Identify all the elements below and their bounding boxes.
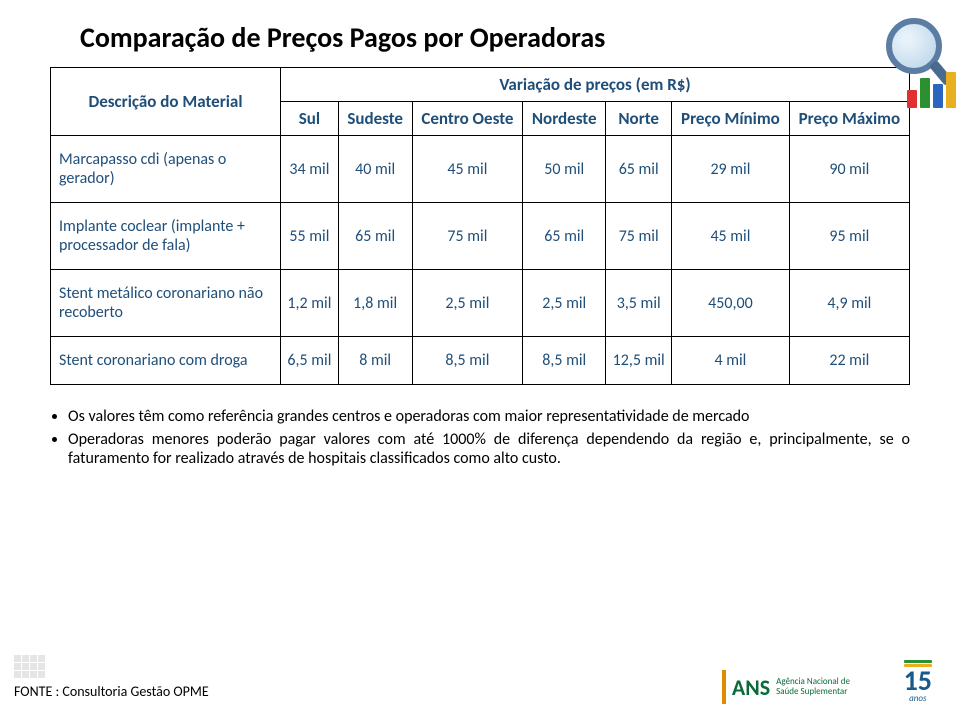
table-row: Stent metálico coronariano não recoberto… [51, 270, 910, 337]
row-description: Stent coronariano com droga [51, 337, 281, 385]
price-cell: 34 mil [281, 136, 339, 203]
price-cell: 8 mil [338, 337, 412, 385]
table-row: Implante coclear (implante + processador… [51, 203, 910, 270]
table-row: Marcapasso cdi (apenas o gerador)34 mil4… [51, 136, 910, 203]
region-header: Nordeste [523, 102, 606, 136]
price-cell: 65 mil [338, 203, 412, 270]
price-cell: 29 mil [672, 136, 789, 203]
price-cell: 12,5 mil [606, 337, 672, 385]
price-cell: 55 mil [281, 203, 339, 270]
price-table: Descrição do Material Variação de preços… [50, 67, 910, 385]
price-cell: 22 mil [789, 337, 909, 385]
price-cell: 75 mil [606, 203, 672, 270]
note-item: Os valores têm como referência grandes c… [68, 407, 910, 426]
decor-bar-chart [907, 72, 956, 108]
table-row: Stent coronariano com droga6,5 mil8 mil8… [51, 337, 910, 385]
row-description: Stent metálico coronariano não recoberto [51, 270, 281, 337]
price-cell: 1,2 mil [281, 270, 339, 337]
row-description: Implante coclear (implante + processador… [51, 203, 281, 270]
price-cell: 6,5 mil [281, 337, 339, 385]
price-cell: 75 mil [412, 203, 523, 270]
price-cell: 90 mil [789, 136, 909, 203]
col-header-variation: Variação de preços (em R$) [281, 68, 910, 102]
price-cell: 40 mil [338, 136, 412, 203]
price-cell: 3,5 mil [606, 270, 672, 337]
row-description: Marcapasso cdi (apenas o gerador) [51, 136, 281, 203]
fifteen-years-logo: 15 anos [904, 660, 932, 704]
col-header-description: Descrição do Material [51, 68, 281, 136]
price-cell: 2,5 mil [412, 270, 523, 337]
ans-logo-brand: ANS [732, 674, 770, 701]
price-cell: 65 mil [606, 136, 672, 203]
corner-illustration [830, 0, 960, 120]
price-cell: 45 mil [412, 136, 523, 203]
price-cell: 8,5 mil [523, 337, 606, 385]
price-cell: 8,5 mil [412, 337, 523, 385]
region-header: Preço Mínimo [672, 102, 789, 136]
note-item: Operadoras menores poderão pagar valores… [68, 430, 910, 468]
fifteen-years-number: 15 [904, 668, 932, 693]
price-cell: 2,5 mil [523, 270, 606, 337]
region-header: Centro Oeste [412, 102, 523, 136]
price-cell: 95 mil [789, 203, 909, 270]
price-cell: 45 mil [672, 203, 789, 270]
slide-content: Comparação de Preços Pagos por Operadora… [0, 0, 960, 468]
magnifying-glass-icon [886, 18, 942, 74]
region-header: Norte [606, 102, 672, 136]
page-title: Comparação de Preços Pagos por Operadora… [80, 20, 910, 55]
price-cell: 450,00 [672, 270, 789, 337]
price-cell: 4 mil [672, 337, 789, 385]
notes-list: Os valores têm como referência grandes c… [50, 407, 910, 468]
region-header: Sul [281, 102, 339, 136]
mini-grid-icon [14, 655, 45, 678]
ans-logo-bar [722, 670, 726, 704]
region-header: Sudeste [338, 102, 412, 136]
table-body: Marcapasso cdi (apenas o gerador)34 mil4… [51, 136, 910, 385]
price-cell: 65 mil [523, 203, 606, 270]
ans-logo-subtitle: Agência Nacional de Saúde Suplementar [776, 677, 850, 697]
price-cell: 50 mil [523, 136, 606, 203]
ans-logo: ANS Agência Nacional de Saúde Suplementa… [722, 670, 850, 704]
price-cell: 1,8 mil [338, 270, 412, 337]
price-cell: 4,9 mil [789, 270, 909, 337]
footer-source: FONTE : Consultoria Gestão OPME [14, 683, 209, 700]
